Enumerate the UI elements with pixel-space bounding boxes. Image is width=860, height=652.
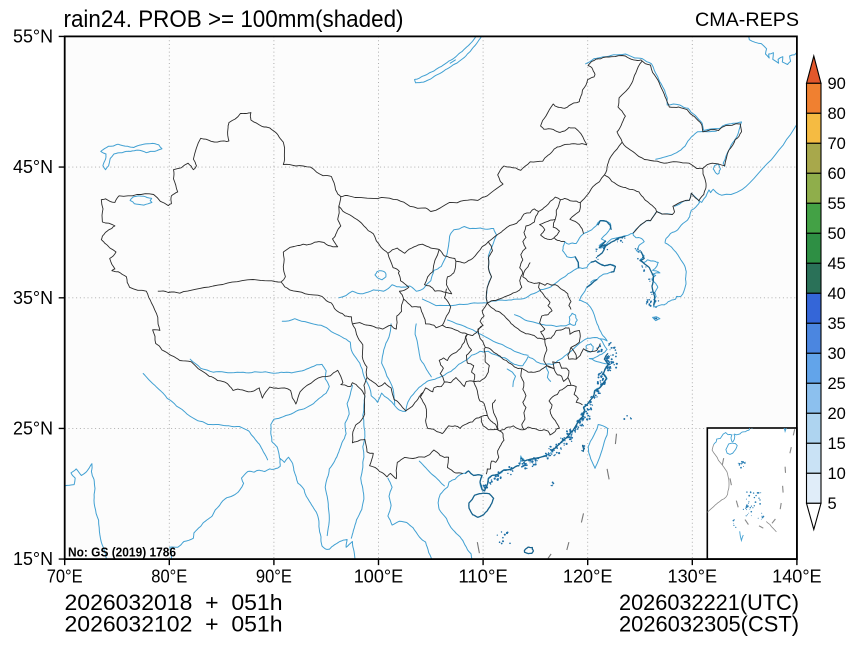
svg-text:60: 60: [828, 165, 846, 183]
svg-text:35°N: 35°N: [13, 288, 53, 308]
svg-text:80°E: 80°E: [151, 567, 187, 587]
svg-text:5: 5: [828, 495, 837, 513]
svg-text:25: 25: [828, 375, 846, 393]
svg-text:2026032102 + 051h: 2026032102 + 051h: [65, 612, 283, 637]
svg-text:140°E: 140°E: [772, 567, 822, 587]
svg-text:55: 55: [828, 195, 846, 213]
svg-text:90: 90: [828, 75, 846, 93]
svg-text:100°E: 100°E: [354, 567, 404, 587]
svg-text:40: 40: [828, 285, 846, 303]
svg-text:30: 30: [828, 345, 846, 363]
svg-text:15: 15: [828, 435, 846, 453]
svg-text:20: 20: [828, 405, 846, 423]
svg-text:55°N: 55°N: [13, 26, 53, 46]
svg-text:25°N: 25°N: [13, 418, 53, 438]
svg-text:45°N: 45°N: [13, 157, 53, 177]
svg-text:2026032018 + 051h: 2026032018 + 051h: [65, 590, 283, 615]
svg-text:90°E: 90°E: [256, 567, 292, 587]
svg-text:80: 80: [828, 105, 846, 123]
svg-text:rain24. PROB >= 100mm(shaded): rain24. PROB >= 100mm(shaded): [64, 6, 404, 33]
svg-text:15°N: 15°N: [13, 549, 53, 569]
svg-text:130°E: 130°E: [668, 567, 718, 587]
svg-text:No: GS (2019) 1786: No: GS (2019) 1786: [68, 546, 176, 560]
svg-text:2026032221(UTC): 2026032221(UTC): [619, 590, 799, 615]
svg-text:110°E: 110°E: [458, 567, 508, 587]
svg-text:70: 70: [828, 135, 846, 153]
svg-text:120°E: 120°E: [563, 567, 613, 587]
svg-text:10: 10: [828, 465, 846, 483]
svg-text:70°E: 70°E: [47, 567, 83, 587]
svg-text:35: 35: [828, 315, 846, 333]
svg-text:45: 45: [828, 255, 846, 273]
svg-text:CMA-REPS: CMA-REPS: [695, 9, 799, 31]
svg-text:50: 50: [828, 225, 846, 243]
svg-text:2026032305(CST): 2026032305(CST): [619, 612, 799, 637]
